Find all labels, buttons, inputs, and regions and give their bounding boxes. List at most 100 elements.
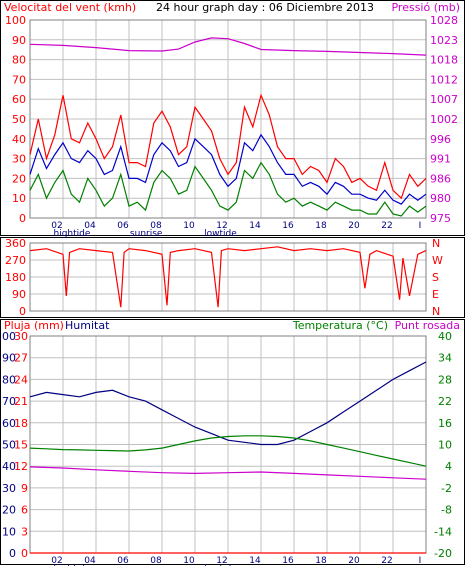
y-tick-wind: 0 <box>19 212 26 225</box>
y-tick-rain: 27 <box>14 352 28 365</box>
y-tick-rain: 15 <box>14 439 28 452</box>
chart-title: 24 hour graph day : 06 Diciembre 2013 <box>156 1 374 14</box>
pressure-title: Pressió (mb) <box>391 1 460 14</box>
y-tick-wind: 60 <box>12 93 26 106</box>
y-tick-humidity: 50 <box>2 439 16 452</box>
y-tick-direction: 270 <box>5 254 26 267</box>
y-tick-rain: 0 <box>21 547 28 560</box>
x-annotation-lowtide: lowtide <box>204 564 237 566</box>
x-tick-label: 12 <box>216 556 227 566</box>
x-tick-label: 22 <box>381 221 392 231</box>
y-tick-wind: 20 <box>12 172 26 185</box>
x-tick-label: 12 <box>216 221 227 231</box>
y-tick-pressure: 1018 <box>430 54 458 67</box>
x-tick-label: 06 <box>117 221 129 231</box>
x-annotation-sunrise: sunrise <box>130 564 163 566</box>
y-tick-wind: 70 <box>12 73 26 86</box>
wind-speed-title: Velocitat del vent (kmh) <box>4 1 136 14</box>
series-pressure <box>29 37 427 56</box>
y-tick-rain: 21 <box>14 395 28 408</box>
x-tick-label: 14 <box>249 556 261 566</box>
x-annotation-sunrise: sunrise <box>130 229 163 239</box>
x-tick-label: 04 <box>84 221 96 231</box>
y-tick-temperature: -20 <box>434 547 452 560</box>
y-tick-compass: S <box>432 271 439 284</box>
x-tick-label: 14 <box>249 221 261 231</box>
series-blue_series <box>29 133 427 205</box>
y-tick-wind: 30 <box>12 153 26 166</box>
y-tick-compass: W <box>432 254 443 267</box>
y-tick-wind: 80 <box>12 54 26 67</box>
y-tick-temperature: -14 <box>434 525 452 538</box>
x-tick-label: 08 <box>150 556 162 566</box>
y-tick-humidity: 60 <box>2 417 16 430</box>
x-tick-label: 08 <box>150 221 162 231</box>
y-tick-humidity: 0 <box>9 547 16 560</box>
x-tick-label: 06 <box>117 556 129 566</box>
series-green_series <box>29 161 427 217</box>
y-tick-temperature: 16 <box>438 417 452 430</box>
series-dewpoint <box>29 466 427 480</box>
y-tick-rain: 9 <box>21 482 28 495</box>
y-tick-wind: 100 <box>5 14 26 27</box>
x-tick-label: 20 <box>348 556 360 566</box>
y-tick-rain: 24 <box>14 373 28 386</box>
y-tick-temperature: 10 <box>438 439 452 452</box>
y-tick-pressure: 1007 <box>430 93 458 106</box>
x-tick-label: 02 <box>51 221 62 231</box>
x-tick-label: 04 <box>84 556 96 566</box>
y-tick-pressure: 991 <box>430 153 451 166</box>
x-tick-label: 22 <box>381 556 392 566</box>
y-tick-temperature: 34 <box>438 352 452 365</box>
x-tick-label: 16 <box>282 556 294 566</box>
x-tick-label: 02 <box>51 556 62 566</box>
y-tick-compass: N <box>432 237 440 250</box>
temperature-title: Temperatura (°C) <box>292 319 388 332</box>
y-tick-pressure: 986 <box>430 172 451 185</box>
y-tick-pressure: 996 <box>430 133 451 146</box>
y-tick-wind: 90 <box>12 34 26 47</box>
plot-area <box>29 19 427 219</box>
bottom-frame <box>0 319 465 565</box>
y-tick-rain: 18 <box>14 417 28 430</box>
y-tick-temperature: 4 <box>445 460 452 473</box>
x-tick-label: I <box>419 556 422 566</box>
x-tick-label: 16 <box>282 221 294 231</box>
x-tick-label: 10 <box>183 556 195 566</box>
y-tick-compass: N <box>432 305 440 318</box>
x-annotation-hightide: hightide <box>53 564 90 566</box>
y-tick-temperature: 22 <box>438 395 452 408</box>
x-tick-label: 10 <box>183 221 195 231</box>
y-tick-pressure: 975 <box>430 212 451 225</box>
y-tick-temperature: -2 <box>441 482 452 495</box>
plot-area <box>29 242 427 312</box>
y-tick-rain: 6 <box>21 504 28 517</box>
rain-title: Pluja (mm) <box>4 319 64 332</box>
y-tick-humidity: 100 <box>0 330 16 343</box>
y-tick-wind: 40 <box>12 133 26 146</box>
y-tick-pressure: 1028 <box>430 14 458 27</box>
y-tick-humidity: 10 <box>2 525 16 538</box>
y-tick-wind: 50 <box>12 113 26 126</box>
y-tick-humidity: 40 <box>2 460 16 473</box>
y-tick-rain: 30 <box>14 330 28 343</box>
y-tick-pressure: 980 <box>430 192 451 205</box>
series-wind-direction <box>29 246 427 308</box>
series-humidity <box>29 361 427 446</box>
y-tick-humidity: 90 <box>2 352 16 365</box>
y-tick-pressure: 1002 <box>430 113 458 126</box>
x-tick-label: 18 <box>315 556 327 566</box>
top-frame <box>0 0 465 236</box>
y-tick-humidity: 20 <box>2 504 16 517</box>
y-tick-direction: 0 <box>19 305 26 318</box>
x-tick-label: I <box>419 221 422 231</box>
series-temperature <box>29 435 427 467</box>
x-tick-label: 18 <box>315 221 327 231</box>
y-tick-rain: 12 <box>14 460 28 473</box>
series-wind <box>29 93 427 200</box>
y-tick-direction: 180 <box>5 271 26 284</box>
y-tick-temperature: -8 <box>441 504 452 517</box>
y-tick-humidity: 70 <box>2 395 16 408</box>
y-tick-compass: E <box>432 288 439 301</box>
